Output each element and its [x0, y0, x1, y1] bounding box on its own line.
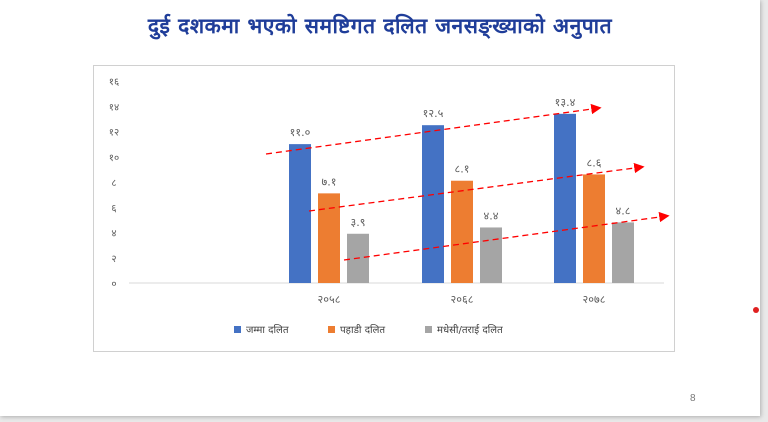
y-tick-label: १२: [109, 128, 119, 139]
bar: [480, 227, 502, 283]
bar-data-label: ८.६: [587, 156, 602, 169]
legend-swatch: [234, 326, 241, 333]
bar-data-label: ११.०: [290, 126, 311, 139]
legend-swatch: [328, 326, 335, 333]
y-tick-label: १६: [109, 77, 119, 88]
bar-data-label: ४.४: [484, 209, 499, 222]
bar: [583, 174, 605, 283]
legend-label: मधेसी/तराई दलित: [437, 324, 503, 336]
y-tick-label: १४: [109, 102, 119, 113]
y-tick-label: २: [111, 254, 116, 265]
bar-data-label: ३.९: [351, 216, 366, 229]
y-tick-label: ४: [111, 229, 116, 240]
bar: [554, 113, 576, 283]
bar: [422, 125, 444, 283]
slide-title: दुई दशकमा भएको समष्टिगत दलित जनसङ्ख्याको…: [147, 14, 613, 38]
bar: [289, 144, 311, 283]
chart-frame: ० २ ४ ६ ८ १० १२ १४ १६ ११.० १२.५ १३.४ ७.१ ८.१ ८.६ ३.९ ४.४…: [93, 65, 675, 352]
y-tick-label: ०: [111, 279, 116, 290]
bar: [318, 193, 340, 283]
legend-label: जम्मा दलित: [246, 324, 289, 336]
bar-data-label: ४.८: [616, 204, 631, 217]
trend-arrow: [265, 103, 602, 155]
bar-data-label: १२.५: [423, 107, 444, 120]
bar-data-label: ७.१: [322, 175, 337, 188]
laser-pointer-dot: [753, 307, 759, 313]
bar: [612, 222, 634, 283]
bar: [451, 180, 473, 283]
slide: दुई दशकमा भएको समष्टिगत दलित जनसङ्ख्याको…: [0, 0, 760, 416]
x-tick-label: २०५८: [318, 293, 341, 306]
trend-arrow: [343, 211, 670, 261]
trend-arrow: [308, 162, 645, 212]
legend-swatch: [425, 326, 432, 333]
legend-label: पहाडी दलित: [340, 324, 385, 336]
y-tick-label: १०: [109, 153, 119, 164]
page-number: 8: [690, 393, 696, 404]
y-tick-label: ६: [111, 203, 116, 214]
bar-chart: ० २ ४ ६ ८ १० १२ १४ १६ ११.० १२.५ १३.४ ७.१ ८.१ ८.६ ३.९ ४.४…: [109, 77, 670, 336]
x-tick-label: २०७८: [583, 293, 606, 306]
x-tick-label: २०६८: [451, 293, 474, 306]
bar-data-label: ८.१: [455, 163, 470, 176]
bar-data-label: १३.४: [555, 96, 576, 109]
y-tick-label: ८: [111, 178, 116, 189]
